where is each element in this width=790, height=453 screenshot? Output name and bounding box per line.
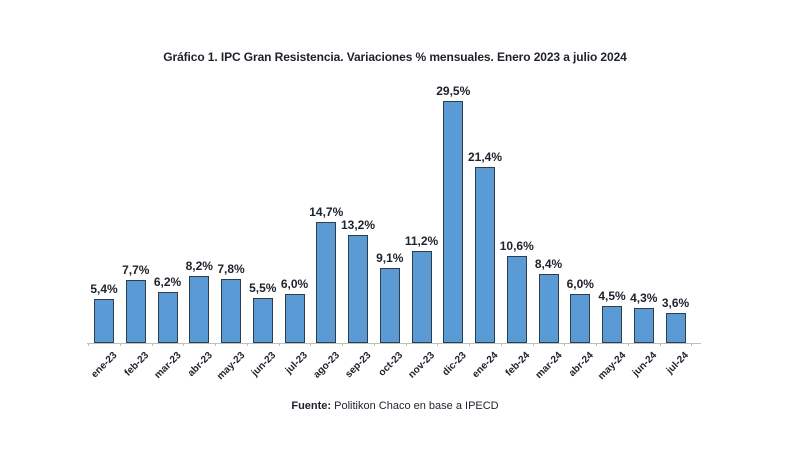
- x-axis-tick: [183, 343, 185, 346]
- value-label: 3,6%: [661, 296, 690, 310]
- x-tick-label: nov-23: [406, 350, 438, 381]
- bar-nov-23: [411, 251, 432, 343]
- bar-sep-23: [348, 235, 368, 343]
- x-axis-tick: [659, 343, 661, 346]
- bar-jul-23: [284, 294, 305, 343]
- bar-dic-23: [443, 101, 464, 343]
- x-axis-tick: [500, 343, 502, 346]
- x-axis-tick: [310, 343, 312, 346]
- x-axis-tick: [215, 343, 216, 346]
- value-label: 4,5%: [598, 289, 626, 303]
- bar-abr-23: [189, 276, 210, 343]
- bar-feb-24: [506, 256, 527, 343]
- value-label: 5,5%: [249, 281, 277, 295]
- bar-ago-23: [316, 222, 337, 343]
- value-label: 14,7%: [309, 205, 344, 219]
- bar-feb-23: [125, 280, 146, 343]
- x-tick-label: jul-23: [284, 350, 311, 377]
- value-label: 7,8%: [217, 262, 245, 276]
- x-tick-label: may-24: [595, 350, 628, 383]
- bar-jul-24: [665, 313, 686, 343]
- x-tick-label: ago-23: [311, 350, 343, 381]
- x-tick-label: jun-24: [630, 350, 660, 379]
- bar-may-23: [221, 279, 241, 343]
- bar-abr-24: [570, 294, 591, 343]
- x-axis-tick: [151, 343, 153, 346]
- value-label: 11,2%: [404, 234, 439, 248]
- bar-jun-24: [633, 308, 654, 343]
- value-label: 8,4%: [534, 257, 563, 271]
- x-axis-tick: [564, 343, 566, 346]
- x-axis-tick: [691, 343, 693, 346]
- plot-area: 5,4% ene-23 7,7% feb-23 6,2% mar-23 8,2% abr-23…: [87, 84, 701, 382]
- source-label: Fuente:: [291, 400, 332, 412]
- x-tick-label: abr-24: [567, 350, 597, 380]
- value-label: 29,5%: [436, 84, 471, 98]
- value-label: 5,4%: [90, 282, 118, 296]
- source-note: Fuente: Politikon Chaco en base a IPECD: [0, 400, 790, 412]
- value-label: 8,2%: [185, 259, 213, 273]
- x-tick-label: dic-23: [440, 350, 470, 379]
- value-label: 21,4%: [467, 150, 503, 164]
- value-label: 6,0%: [280, 277, 309, 291]
- x-tick-label: oct-23: [376, 350, 406, 379]
- bar-jun-23: [252, 298, 273, 343]
- x-axis-tick: [469, 343, 470, 346]
- x-tick-label: feb-23: [122, 350, 152, 379]
- x-axis-tick: [342, 343, 343, 346]
- x-tick-label: jun-23: [249, 350, 279, 379]
- bar-ene-24: [475, 167, 495, 343]
- x-axis-tick: [627, 343, 629, 346]
- value-label: 10,6%: [499, 239, 534, 253]
- x-tick-label: jul-24: [665, 350, 692, 377]
- x-tick-label: feb-24: [503, 350, 533, 379]
- value-label: 9,1%: [376, 251, 404, 265]
- bar-may-24: [602, 306, 622, 343]
- x-axis-tick: [596, 343, 597, 346]
- x-axis-tick: [119, 343, 121, 346]
- value-label: 7,7%: [122, 263, 150, 277]
- x-tick-label: mar-24: [533, 350, 565, 381]
- bar-mar-23: [157, 292, 178, 343]
- value-label: 13,2%: [340, 218, 376, 232]
- source-text: Politikon Chaco en base a IPECD: [331, 400, 499, 412]
- x-axis-tick: [88, 343, 89, 346]
- bar-mar-24: [538, 274, 559, 343]
- x-axis-tick: [246, 343, 248, 346]
- x-tick-label: ene-24: [470, 350, 501, 381]
- x-axis-tick: [437, 343, 439, 346]
- x-axis-tick: [278, 343, 280, 346]
- bar-oct-23: [379, 268, 400, 343]
- x-tick-label: may-23: [214, 350, 247, 383]
- value-label: 6,0%: [566, 277, 594, 291]
- x-axis-tick: [532, 343, 534, 346]
- x-axis-tick: [373, 343, 375, 346]
- x-tick-label: mar-23: [152, 350, 184, 381]
- x-tick-label: abr-23: [186, 350, 216, 380]
- x-tick-label: sep-23: [343, 350, 374, 381]
- x-tick-label: ene-23: [89, 350, 120, 381]
- bar-ene-23: [94, 299, 114, 343]
- value-label: 6,2%: [153, 275, 182, 289]
- value-label: 4,3%: [630, 291, 658, 305]
- x-axis-tick: [405, 343, 407, 346]
- chart-title: Gráfico 1. IPC Gran Resistencia. Variaci…: [163, 50, 627, 64]
